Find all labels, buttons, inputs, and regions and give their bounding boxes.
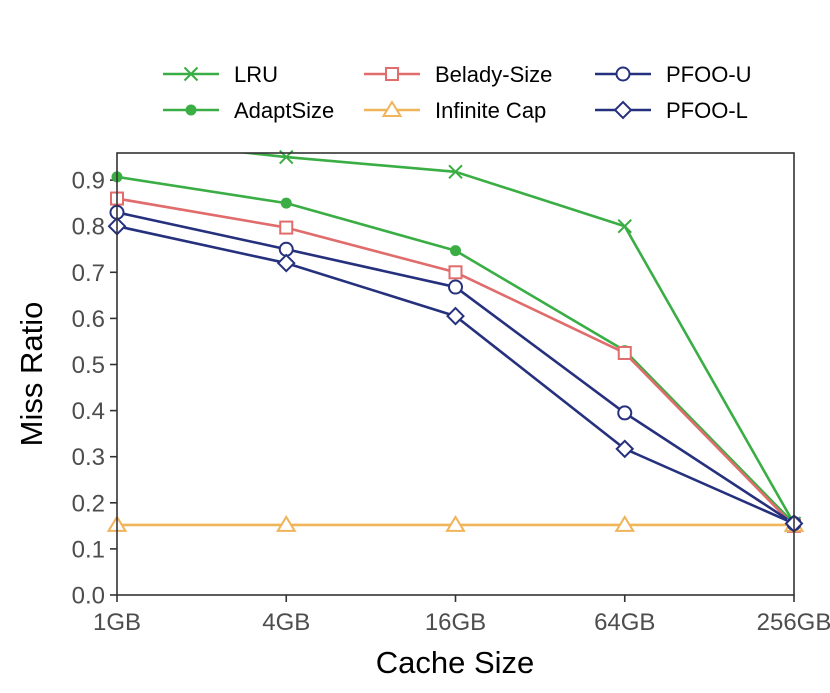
data-point-adaptsize <box>450 245 461 257</box>
series-line-pfoo-u <box>117 211 794 525</box>
x-tick-label: 16GB <box>425 609 486 636</box>
data-point-belady-size <box>448 265 463 280</box>
y-tick-label: 0.6 <box>72 306 105 333</box>
y-tick-label: 0.5 <box>72 352 105 379</box>
y-tick-label: 0.7 <box>72 260 105 287</box>
legend-marker <box>381 100 403 117</box>
legend-label: Infinite Cap <box>435 98 546 123</box>
y-ticks: 0.0 0.1 0.2 0.3 0.4 0.5 0.6 0.7 0.8 0.9 <box>72 168 117 610</box>
legend-marker <box>613 100 633 120</box>
data-point-infinite-cap <box>445 515 466 532</box>
x-tick-label: 64GB <box>594 609 655 636</box>
data-point-belady-size <box>617 345 632 360</box>
data-point-pfoo-l <box>276 253 296 273</box>
legend-item-belady-size: Belady-Size <box>364 62 552 87</box>
marker-layer <box>106 149 805 533</box>
y-tick-label: 0.0 <box>72 583 105 610</box>
data-point-lru <box>617 218 632 234</box>
legend-label: PFOO-U <box>666 62 752 87</box>
legend-item-pfoo-u: PFOO-U <box>595 62 752 87</box>
x-tick-label: 4GB <box>262 609 310 636</box>
legend-marker <box>183 66 199 82</box>
y-tick-label: 0.1 <box>72 536 105 563</box>
data-point-pfoo-l <box>615 439 635 459</box>
y-axis-title: Miss Ratio <box>14 302 49 447</box>
data-point-lru-stroke-b <box>448 164 463 180</box>
legend-item-infinite-cap: Infinite Cap <box>364 98 546 123</box>
plot-border <box>116 152 795 596</box>
legend-marker <box>615 66 631 82</box>
y-tick-label: 0.9 <box>72 168 105 195</box>
y-tick-label: 0.4 <box>72 398 105 425</box>
legend-label: LRU <box>234 62 278 87</box>
data-point-adaptsize <box>280 197 292 209</box>
data-point-infinite-cap <box>614 515 636 532</box>
legend-label: AdaptSize <box>234 98 334 123</box>
data-point-pfoo-u <box>617 405 633 421</box>
legend-item-adaptsize: AdaptSize <box>163 98 334 123</box>
x-tick-label: 1GB <box>93 609 141 636</box>
data-point-infinite-cap <box>275 515 297 532</box>
legend-label: Belady-Size <box>435 62 552 87</box>
series-layer <box>117 153 794 527</box>
legend-item-lru: LRU <box>163 62 278 87</box>
x-ticks: 1GB 4GB 16GB 64GB 256GB <box>93 595 830 636</box>
x-axis-title: Cache Size <box>376 645 535 680</box>
legend-label: PFOO-L <box>666 98 748 123</box>
legend-item-pfoo-l: PFOO-L <box>595 98 748 123</box>
legend-marker <box>185 104 197 116</box>
y-tick-label: 0.3 <box>72 444 105 471</box>
y-tick-label: 0.2 <box>72 490 105 517</box>
data-point-lru <box>448 164 463 180</box>
legend-marker <box>385 67 399 81</box>
legend-marker-stroke-b <box>183 66 199 82</box>
y-tick-label: 0.8 <box>72 214 105 241</box>
legend: LRU AdaptSize Belady-Size Infinite Cap PFOO-… <box>163 62 752 123</box>
x-tick-label: 256GB <box>757 609 830 636</box>
data-point-pfoo-l <box>446 306 465 326</box>
data-point-belady-size <box>279 220 294 235</box>
series-line-adaptsize <box>117 175 794 525</box>
data-point-lru-stroke-b <box>617 218 632 234</box>
series-line-lru <box>237 153 794 525</box>
data-point-pfoo-u <box>448 279 463 295</box>
